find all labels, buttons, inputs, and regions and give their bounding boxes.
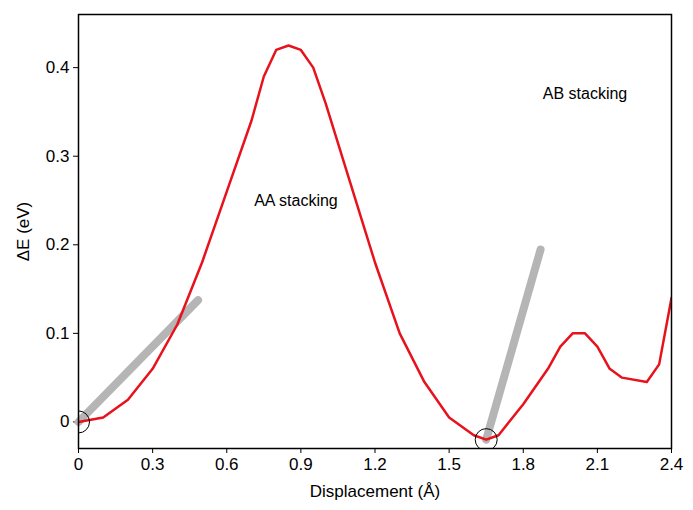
svg-text:1.5: 1.5: [437, 455, 461, 474]
svg-text:1.8: 1.8: [511, 455, 535, 474]
svg-text:0.3: 0.3: [46, 147, 70, 166]
svg-text:1.2: 1.2: [363, 455, 387, 474]
svg-text:0: 0: [74, 455, 83, 474]
svg-text:AB stacking: AB stacking: [543, 85, 627, 102]
svg-text:AA stacking: AA stacking: [254, 192, 338, 209]
svg-text:0.9: 0.9: [289, 455, 313, 474]
svg-text:Displacement (Å): Displacement (Å): [310, 482, 440, 501]
svg-text:0.2: 0.2: [46, 235, 70, 254]
svg-text:0.4: 0.4: [46, 58, 70, 77]
svg-text:0.1: 0.1: [46, 324, 70, 343]
svg-text:0: 0: [60, 412, 69, 431]
svg-text:2.1: 2.1: [586, 455, 610, 474]
svg-text:ΔE (eV): ΔE (eV): [14, 202, 33, 262]
svg-text:2.4: 2.4: [660, 455, 684, 474]
svg-text:0.6: 0.6: [215, 455, 239, 474]
svg-text:0.3: 0.3: [141, 455, 165, 474]
